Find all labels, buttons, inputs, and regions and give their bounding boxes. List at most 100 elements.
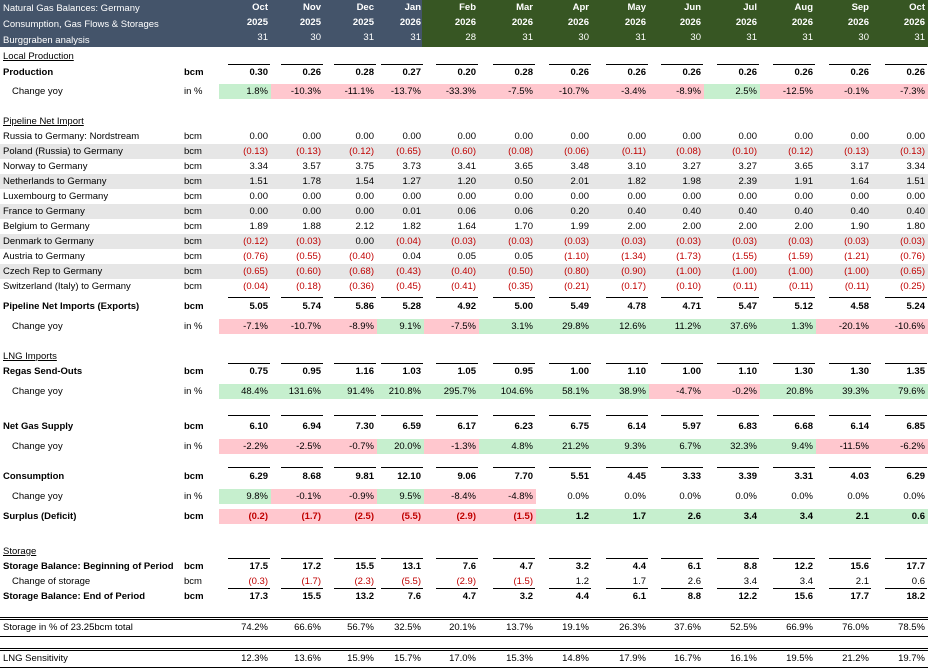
row-unit: bcm [184,576,202,587]
table-cell: 26.3% [619,622,646,633]
table-cell: (1.00) [732,266,757,277]
table-cell: (0.90) [621,266,646,277]
table-cell: 32.5% [394,622,421,633]
table-cell: (1.7) [301,576,321,587]
row-label: Russia to Germany: Nordstream [3,131,140,142]
header-year: 2026 [903,17,925,28]
sum-line [549,415,591,416]
header-year: 2026 [624,17,646,28]
table-cell: 3.2 [519,591,533,602]
table-cell: 1.35 [906,366,926,377]
header-column: Nov 2025 30 [274,0,324,47]
table-cell: (0.12) [788,146,813,157]
table-cell: 13.6% [294,653,321,664]
section-heading: Local Production [0,49,928,64]
row-label: Poland (Russia) to Germany [3,146,123,157]
table-cell: 1.80 [906,221,926,232]
table-row: LNG Sensitivity 12.3% 13.6% 15.9% 15.7% 17.0%… [0,651,928,666]
table-cell: 0.00 [906,131,926,142]
sum-line [228,64,270,65]
table-cell: (0.55) [296,251,321,262]
sum-line [773,297,815,298]
table-cell: 17.0% [449,653,476,664]
header-day: 30 [310,32,321,43]
header-year: 2026 [735,17,757,28]
table-cell: (0.60) [451,146,476,157]
table-cell: 5.74 [302,301,322,312]
table-cell: (2.9) [424,509,479,524]
sum-line [334,588,376,589]
table-cell: 4.92 [457,301,477,312]
header-day: 31 [802,32,813,43]
table-cell: 0.0% [735,491,757,502]
table-cell: 3.4 [743,576,757,587]
table-cell: 9.5% [377,489,424,504]
header-month: Dec [356,2,374,13]
table-cell: 1.2 [575,576,589,587]
sum-line [381,558,423,559]
section-label: Local Production [3,51,74,62]
sum-line [885,297,927,298]
header-year: 2026 [567,17,589,28]
table-cell: 3.4 [799,576,813,587]
table-cell: 1.90 [850,221,870,232]
table-cell: (0.2) [219,509,271,524]
sum-line [493,297,535,298]
table-row: Change yoy in % 1.8% -10.3% -11.1% -13.7% -33.… [0,84,928,99]
table-cell: 52.5% [730,622,757,633]
table-cell: (0.68) [349,266,374,277]
table-cell: 1.2 [536,509,592,524]
table-cell: 15.6 [794,591,814,602]
sum-line [606,588,648,589]
table-cell: (1.55) [732,251,757,262]
table-cell: 210.8% [377,384,424,399]
row-label: Luxembourg to Germany [3,191,109,202]
table-cell: 5.12 [794,301,814,312]
table-cell: (0.06) [564,146,589,157]
table-cell: (0.03) [676,236,701,247]
sum-line [829,467,871,468]
table-row: Regas Send-Outs bcm 0.75 0.95 1.16 1.03 1.05 0.… [0,364,928,379]
table-cell: 0.05 [514,251,534,262]
table-cell: (2.5) [324,509,377,524]
table-cell: 3.48 [570,161,590,172]
table-cell: 48.4% [219,384,271,399]
divider [0,636,928,637]
table-cell: 0.0% [791,491,813,502]
table-cell: -0.2% [704,384,760,399]
table-cell: 3.33 [682,471,702,482]
table-cell: -7.1% [219,319,271,334]
sum-line [381,363,423,364]
sum-line [606,467,648,468]
table-cell: (0.03) [621,236,646,247]
table-cell: -11.1% [324,84,377,99]
sum-line [436,558,478,559]
table-cell: 0.00 [249,206,269,217]
table-cell: 0.00 [514,191,534,202]
table-cell: 9.3% [592,439,649,454]
table-cell: 6.10 [249,421,269,432]
header-year: 2026 [847,17,869,28]
row-label: Change yoy [12,386,63,397]
table-cell: 0.00 [682,131,702,142]
table-row: Production bcm 0.30 0.26 0.28 0.27 0.20 0.28 0.2… [0,65,928,80]
sum-line [381,467,423,468]
header-column: Aug 2026 31 [766,0,816,47]
header-year: 2025 [352,17,374,28]
divider [0,648,928,651]
table-cell: 2.6 [649,509,704,524]
table-cell: 0.00 [302,191,322,202]
table-cell: 9.1% [377,319,424,334]
sum-line [885,363,927,364]
table-cell: 66.9% [786,622,813,633]
table-row: Change yoy in % 48.4% 131.6% 91.4% 210.8% 295.… [0,384,928,399]
table-cell: 12.3% [241,653,268,664]
table-cell: 1.51 [906,176,926,187]
table-row: Norway to Germany bcm 3.34 3.57 3.75 3.73 3.41… [0,159,928,174]
table-cell: -10.7% [536,84,592,99]
table-cell: 0.06 [457,206,477,217]
table-cell: 56.7% [347,622,374,633]
table-cell: 91.4% [324,384,377,399]
sum-line [661,297,703,298]
header-month: Aug [794,2,813,13]
